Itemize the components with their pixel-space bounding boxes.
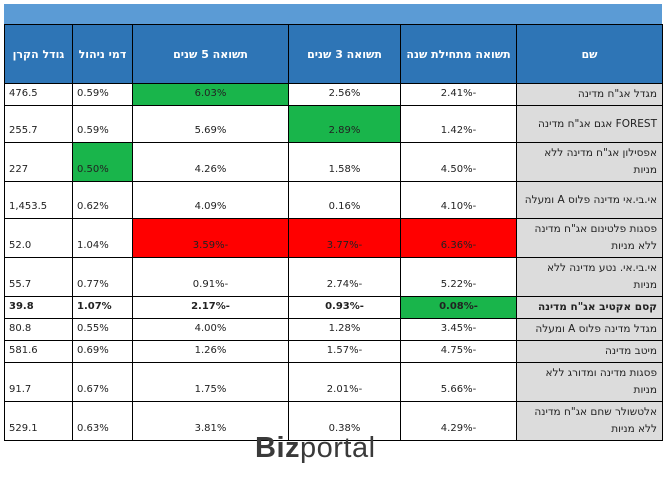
col-header-size: גודל הקרן bbox=[4, 24, 73, 84]
management-fee: 1.07% bbox=[72, 296, 133, 319]
3y-return: -0.93% bbox=[288, 296, 401, 319]
5y-return: 4.26% bbox=[132, 142, 289, 182]
fund-name: פסגות מדינה ומדורג ללא מניות bbox=[516, 362, 663, 402]
fund-name: קסם אקטיב אג"ח מדינה bbox=[516, 296, 663, 319]
table-row: מיטב מדינה -4.75% -1.57% 1.26% 0.69% 581… bbox=[4, 340, 663, 363]
3y-return: 0.16% bbox=[288, 181, 401, 219]
col-header-name: שם bbox=[516, 24, 663, 84]
fund-size: 1,453.5 bbox=[4, 181, 73, 219]
table-row: אפסילון אג"ח מדינה ללא מניות -4.50% 1.58… bbox=[4, 142, 663, 182]
ytd-return: -6.36% bbox=[400, 218, 517, 258]
5y-return: 4.09% bbox=[132, 181, 289, 219]
5y-return: 5.69% bbox=[132, 105, 289, 143]
fund-size: 52.0 bbox=[4, 218, 73, 258]
fund-size: 255.7 bbox=[4, 105, 73, 143]
table-row: פסגות פלטינום אג"ח מדינה ללא מניות -6.36… bbox=[4, 218, 663, 258]
fund-name: FOREST אגם אג"ח מדינה bbox=[516, 105, 663, 143]
ytd-return: -4.75% bbox=[400, 340, 517, 363]
ytd-return: -1.42% bbox=[400, 105, 517, 143]
ytd-return: -3.45% bbox=[400, 318, 517, 341]
fund-name: מגדל אג"ח מדינה bbox=[516, 83, 663, 106]
5y-return: 1.75% bbox=[132, 362, 289, 402]
3y-return: 0.38% bbox=[288, 401, 401, 441]
3y-return: -1.57% bbox=[288, 340, 401, 363]
management-fee: 0.62% bbox=[72, 181, 133, 219]
5y-return: -0.91% bbox=[132, 257, 289, 297]
col-header-5y: תשואה 5 שנים bbox=[132, 24, 289, 84]
fund-size: 39.8 bbox=[4, 296, 73, 319]
table-row: פסגות מדינה ומדורג ללא מניות -5.66% -2.0… bbox=[4, 362, 663, 402]
ytd-return: -2.41% bbox=[400, 83, 517, 106]
5y-return: 4.00% bbox=[132, 318, 289, 341]
table-row: קסם אקטיב אג"ח מדינה -0.08% -0.93% -2.17… bbox=[4, 296, 663, 319]
5y-return: -3.59% bbox=[132, 218, 289, 258]
5y-return: 3.81% bbox=[132, 401, 289, 441]
fund-name: אי.בי.אי מדינה פלוס A ומעלה bbox=[516, 181, 663, 219]
3y-return: -3.77% bbox=[288, 218, 401, 258]
col-header-ytd: תשואה מתחילת שנה bbox=[400, 24, 517, 84]
3y-return: -2.01% bbox=[288, 362, 401, 402]
fund-name: מגדל מדינה פלוס A ומעלה bbox=[516, 318, 663, 341]
table-row: מגדל מדינה פלוס A ומעלה -3.45% 1.28% 4.0… bbox=[4, 318, 663, 341]
table-row: אלטשולר שחם אג"ח מדינה ללא מניות -4.29% … bbox=[4, 401, 663, 441]
logo-text-portal: portal bbox=[300, 432, 376, 464]
fund-size: 581.6 bbox=[4, 340, 73, 363]
management-fee: 0.59% bbox=[72, 83, 133, 106]
5y-return: 6.03% bbox=[132, 83, 289, 106]
3y-return: 1.28% bbox=[288, 318, 401, 341]
fund-name: אי.בי.אי. נטע מדינה ללא מניות bbox=[516, 257, 663, 297]
management-fee: 0.59% bbox=[72, 105, 133, 143]
table-row: אי.בי.אי מדינה פלוס A ומעלה -4.10% 0.16%… bbox=[4, 181, 663, 219]
ytd-return: -0.08% bbox=[400, 296, 517, 319]
ytd-return: -4.10% bbox=[400, 181, 517, 219]
fund-name: פסגות פלטינום אג"ח מדינה ללא מניות bbox=[516, 218, 663, 258]
funds-table: שם תשואה מתחילת שנה תשואה 3 שנים תשואה 5… bbox=[4, 24, 663, 441]
fund-size: 91.7 bbox=[4, 362, 73, 402]
ytd-return: -5.66% bbox=[400, 362, 517, 402]
fund-name: אפסילון אג"ח מדינה ללא מניות bbox=[516, 142, 663, 182]
fund-name: מיטב מדינה bbox=[516, 340, 663, 363]
3y-return: -2.74% bbox=[288, 257, 401, 297]
ytd-return: -4.29% bbox=[400, 401, 517, 441]
table-row: מגדל אג"ח מדינה -2.41% 2.56% 6.03% 0.59%… bbox=[4, 83, 663, 106]
ytd-return: -5.22% bbox=[400, 257, 517, 297]
fund-size: 227 bbox=[4, 142, 73, 182]
logo-text-biz: Biz bbox=[255, 432, 300, 464]
management-fee: 0.67% bbox=[72, 362, 133, 402]
management-fee: 0.50% bbox=[72, 142, 133, 182]
col-header-fee: דמי ניהול bbox=[72, 24, 133, 84]
title-band bbox=[4, 4, 662, 24]
management-fee: 0.55% bbox=[72, 318, 133, 341]
col-header-3y: תשואה 3 שנים bbox=[288, 24, 401, 84]
management-fee: 0.69% bbox=[72, 340, 133, 363]
management-fee: 1.04% bbox=[72, 218, 133, 258]
management-fee: 0.77% bbox=[72, 257, 133, 297]
fund-size: 529.1 bbox=[4, 401, 73, 441]
3y-return: 1.58% bbox=[288, 142, 401, 182]
fund-size: 55.7 bbox=[4, 257, 73, 297]
3y-return: 2.89% bbox=[288, 105, 401, 143]
header-row: שם תשואה מתחילת שנה תשואה 3 שנים תשואה 5… bbox=[4, 24, 663, 84]
3y-return: 2.56% bbox=[288, 83, 401, 106]
ytd-return: -4.50% bbox=[400, 142, 517, 182]
table-row: אי.בי.אי. נטע מדינה ללא מניות -5.22% -2.… bbox=[4, 257, 663, 297]
fund-size: 80.8 bbox=[4, 318, 73, 341]
table-row: FOREST אגם אג"ח מדינה -1.42% 2.89% 5.69%… bbox=[4, 105, 663, 143]
5y-return: -2.17% bbox=[132, 296, 289, 319]
fund-name: אלטשולר שחם אג"ח מדינה ללא מניות bbox=[516, 401, 663, 441]
bizportal-logo: Bizportal bbox=[255, 432, 425, 464]
management-fee: 0.63% bbox=[72, 401, 133, 441]
fund-size: 476.5 bbox=[4, 83, 73, 106]
5y-return: 1.26% bbox=[132, 340, 289, 363]
